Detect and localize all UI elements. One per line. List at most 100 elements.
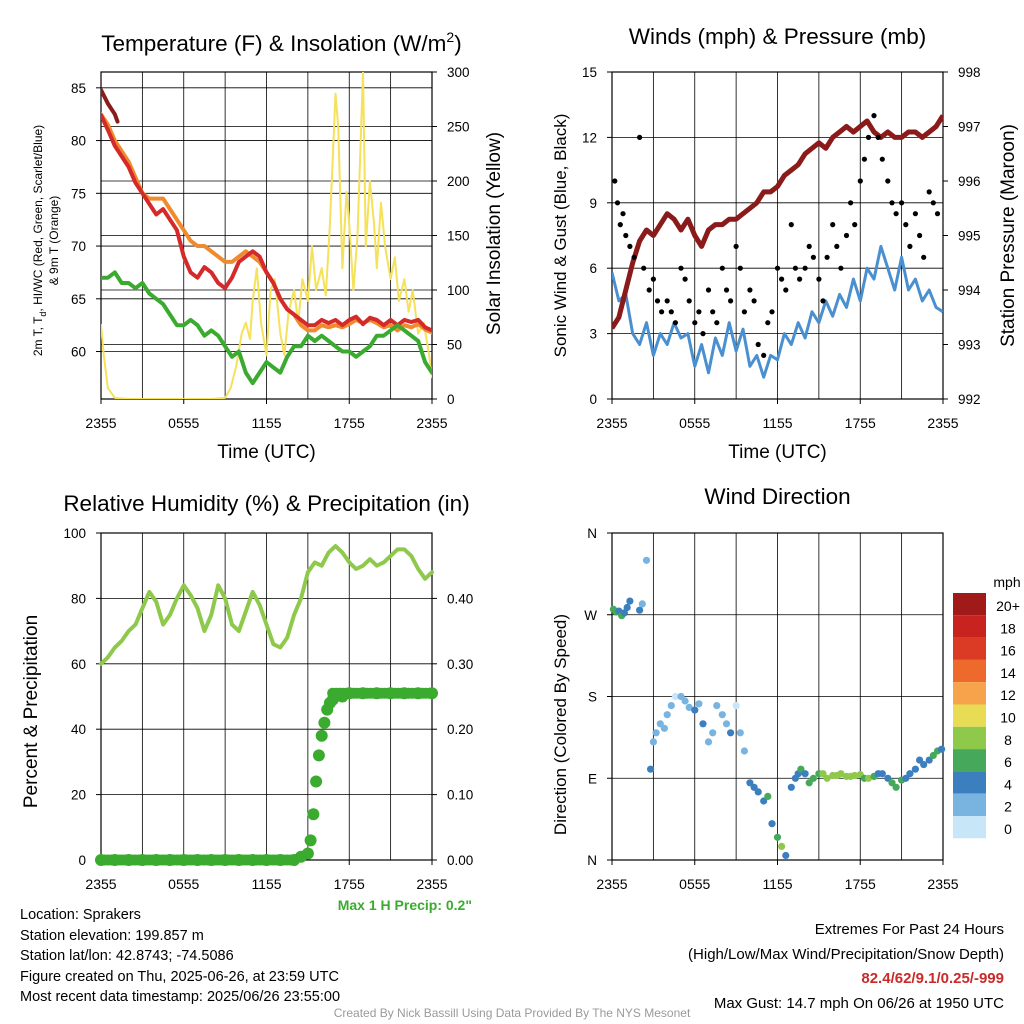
gust-point [678, 265, 684, 271]
direction-point [695, 700, 703, 708]
dir-title: Wind Direction [704, 484, 850, 509]
wind-x-tick-label: 1755 [845, 415, 876, 431]
gust-point [672, 320, 679, 326]
colorbar-swatch [953, 615, 986, 638]
dir-x-tick-label: 0555 [679, 876, 710, 892]
direction-point [623, 603, 631, 612]
direction-point [925, 756, 933, 764]
gust-point [761, 352, 767, 358]
colorbar-swatch [953, 816, 986, 839]
direction-point [647, 765, 655, 773]
rh-y-tick-label: 60 [71, 657, 86, 672]
wind-xlabel: Time (UTC) [728, 442, 827, 463]
rh-x-tick-label: 2355 [416, 876, 447, 892]
direction-point [626, 597, 634, 605]
dir-y-tick-label: N [587, 853, 597, 868]
gust-point [637, 134, 643, 140]
precip-point [307, 808, 320, 821]
temp-x-tick-label: 1755 [334, 415, 365, 431]
colorbar-label: 14 [1000, 665, 1016, 681]
direction-point [732, 702, 740, 710]
temp-title: Temperature (F) & Insolation (W/m2) [101, 29, 461, 56]
colorbar-swatch [953, 793, 986, 816]
dir-x-tick-label: 2355 [596, 876, 627, 892]
colorbar-swatch [953, 704, 986, 727]
max-precip-label: Max 1 H Precip: 0.2" [337, 897, 472, 913]
gust-point [668, 309, 674, 315]
direction-point [819, 770, 827, 778]
temp-ylabel-line2: & 9m T (Orange) [47, 196, 61, 286]
direction-point [636, 606, 644, 614]
location-text: Location: Sprakers [20, 907, 141, 923]
rh-x-tick-label: 1155 [251, 876, 281, 892]
temp-x-tick-label: 1155 [251, 415, 281, 431]
gust-point [737, 265, 743, 271]
direction-point [809, 774, 818, 782]
wind-ylabel: Sonic Wind & Gust (Blue, Black) [551, 114, 570, 358]
colorbar-label: 6 [1004, 754, 1012, 770]
direction-point [754, 788, 762, 796]
direction-point [760, 797, 768, 805]
direction-point [709, 729, 717, 737]
colorbar-swatch [953, 637, 986, 660]
gust-point [907, 243, 913, 249]
gust-point [893, 211, 899, 217]
direction-point [823, 774, 831, 782]
gust-point [755, 341, 761, 348]
gust-point [899, 200, 905, 206]
gust-point [861, 156, 868, 162]
gust-point [865, 134, 872, 140]
rh-y2-tick-label: 0.20 [447, 722, 473, 737]
gust-point [659, 309, 665, 315]
gust-point [838, 265, 844, 271]
max-gust-text: Max Gust: 14.7 mph On 06/26 at 1950 UTC [713, 994, 1004, 1012]
pressure-line [612, 114, 943, 330]
temp-series-line [101, 270, 432, 386]
temp-series-line [101, 87, 120, 124]
colorbar-label: 8 [1004, 732, 1012, 748]
direction-point [773, 833, 782, 841]
rh-y-tick-label: 80 [71, 591, 86, 606]
wind-ylabel-right: Station Pressure (Maroon) [998, 124, 1019, 347]
rh-line [99, 544, 434, 666]
gust-point [806, 243, 812, 249]
gust-point [751, 298, 757, 304]
direction-point [764, 792, 772, 801]
gust-point [857, 178, 863, 184]
gust-point [917, 232, 923, 239]
gust-point [631, 254, 637, 260]
dir-x-tick-label: 1755 [845, 876, 876, 892]
rh-title: Relative Humidity (%) & Precipitation (i… [63, 491, 469, 516]
direction-point [778, 842, 786, 851]
rh-y-tick-label: 0 [78, 853, 86, 868]
gust-point [830, 222, 836, 228]
direction-point [750, 783, 758, 791]
gust-point [885, 178, 891, 184]
colorbar-swatch [953, 682, 986, 705]
direction-point [642, 556, 651, 564]
gust-point [696, 309, 702, 315]
dir-x-tick-label: 2355 [927, 876, 958, 892]
direction-point [787, 783, 795, 791]
extremes-value: 82.4/62/9.1/0.25/-999 [861, 970, 1004, 987]
direction-point [713, 702, 721, 710]
colorbar-label: 2 [1004, 799, 1012, 815]
temp-y2-tick-label: 200 [447, 174, 470, 189]
gust-point [769, 309, 775, 315]
temp-series-group [101, 72, 432, 399]
wind-y-tick-label: 9 [589, 196, 597, 211]
precip-point [312, 749, 325, 762]
precip-point [315, 729, 328, 742]
gust-point [686, 298, 692, 304]
wind-y2-tick-label: 996 [958, 174, 981, 189]
temp-x-tick-label: 2355 [416, 415, 447, 431]
gust-point [889, 200, 895, 206]
colorbar-label: 4 [1004, 776, 1012, 792]
gust-point [843, 232, 850, 239]
gust-point [903, 222, 909, 228]
precip-point [423, 687, 435, 699]
direction-point [649, 738, 658, 746]
wind-y-tick-label: 6 [589, 261, 597, 276]
created-text: Figure created on Thu, 2025-06-26, at 23… [20, 968, 339, 985]
colorbar-swatch [953, 593, 986, 616]
